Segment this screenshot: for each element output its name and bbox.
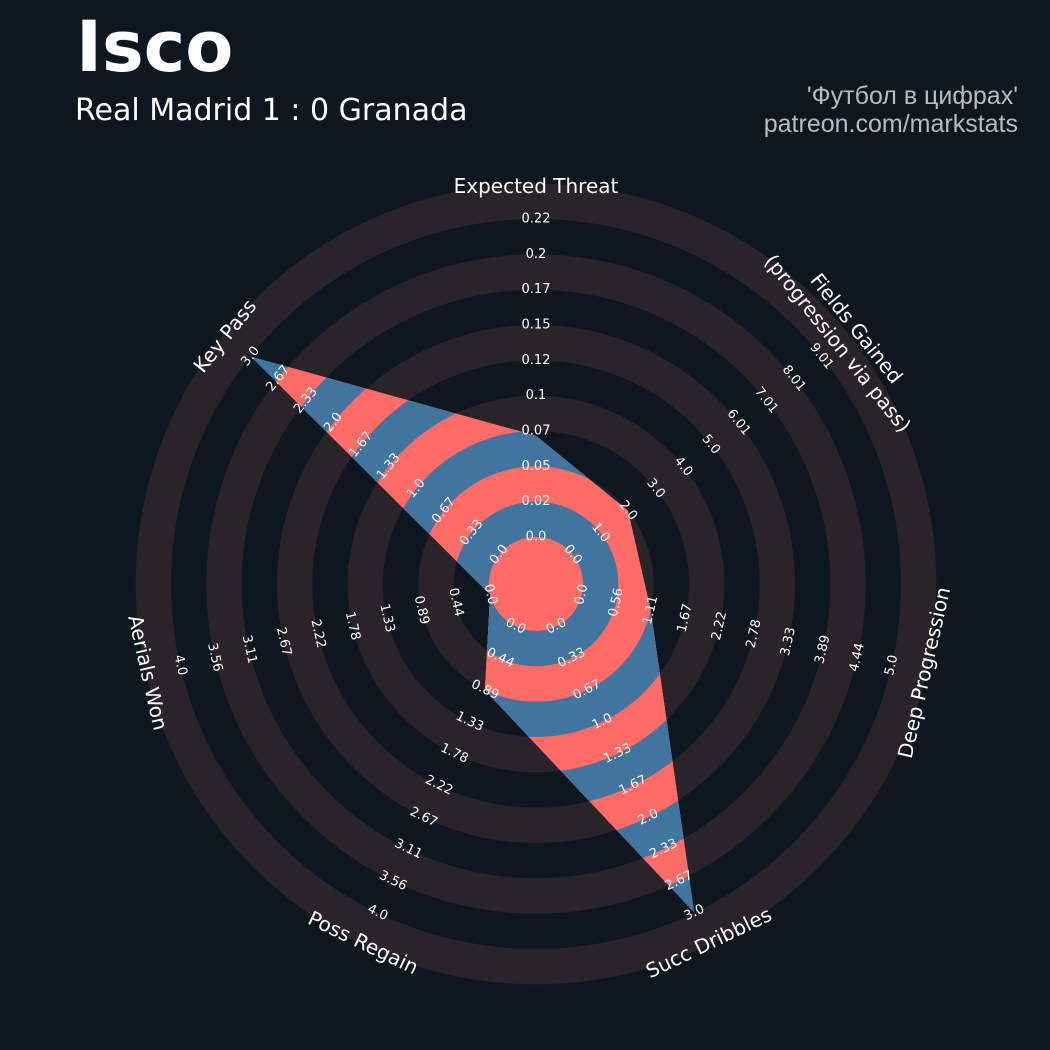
- credit-channel: 'Футбол в цифрах': [806, 82, 1018, 110]
- tick-label: 3.89: [812, 634, 833, 666]
- tick-label: 0.05: [522, 459, 551, 474]
- tick-label: 0.07: [522, 424, 551, 439]
- tick-label: 0.12: [522, 353, 551, 368]
- background-ring: [347, 395, 725, 773]
- tick-label: 4.44: [847, 642, 868, 674]
- background-ring: [135, 183, 937, 985]
- axis-label: Expected Threat: [454, 174, 619, 198]
- tick-label: 0.44: [445, 587, 466, 619]
- tick-label: 5.0: [882, 653, 901, 677]
- tick-label: 3.56: [204, 642, 225, 674]
- tick-label: 3.33: [778, 626, 799, 658]
- credit-link: patreon.com/markstats: [763, 110, 1018, 138]
- tick-label: 2.67: [273, 626, 294, 658]
- tick-label: 2.22: [307, 618, 328, 650]
- tick-label: 0.56: [606, 587, 627, 619]
- tick-label: 0.02: [522, 494, 551, 509]
- tick-label: 2.22: [709, 610, 730, 642]
- tick-label: 0.15: [522, 318, 551, 333]
- tick-label: 4.0: [171, 653, 190, 677]
- player-name: Isco: [76, 6, 234, 88]
- background-ring: [206, 254, 866, 914]
- tick-label: 1.33: [376, 602, 397, 634]
- polygon-band: [489, 537, 583, 631]
- tick-label: 0.2: [526, 247, 547, 262]
- tick-label: 0.0: [572, 583, 591, 607]
- tick-label: 3.11: [239, 634, 260, 666]
- tick-label: 0.22: [522, 212, 551, 227]
- tick-label: 2.78: [744, 618, 765, 650]
- background-ring: [277, 325, 795, 843]
- tick-label: 1.11: [640, 594, 661, 626]
- tick-label: 0.89: [411, 594, 432, 626]
- tick-label: 1.67: [675, 602, 696, 634]
- tick-label: 0.0: [481, 583, 500, 607]
- tick-label: 0.0: [526, 530, 547, 545]
- match-score: Real Madrid 1 : 0 Granada: [75, 93, 468, 128]
- tick-label: 1.78: [342, 610, 363, 642]
- tick-label: 0.1: [526, 388, 547, 403]
- axis-label-line: Expected Threat: [454, 174, 619, 198]
- tick-label: 0.17: [522, 282, 551, 297]
